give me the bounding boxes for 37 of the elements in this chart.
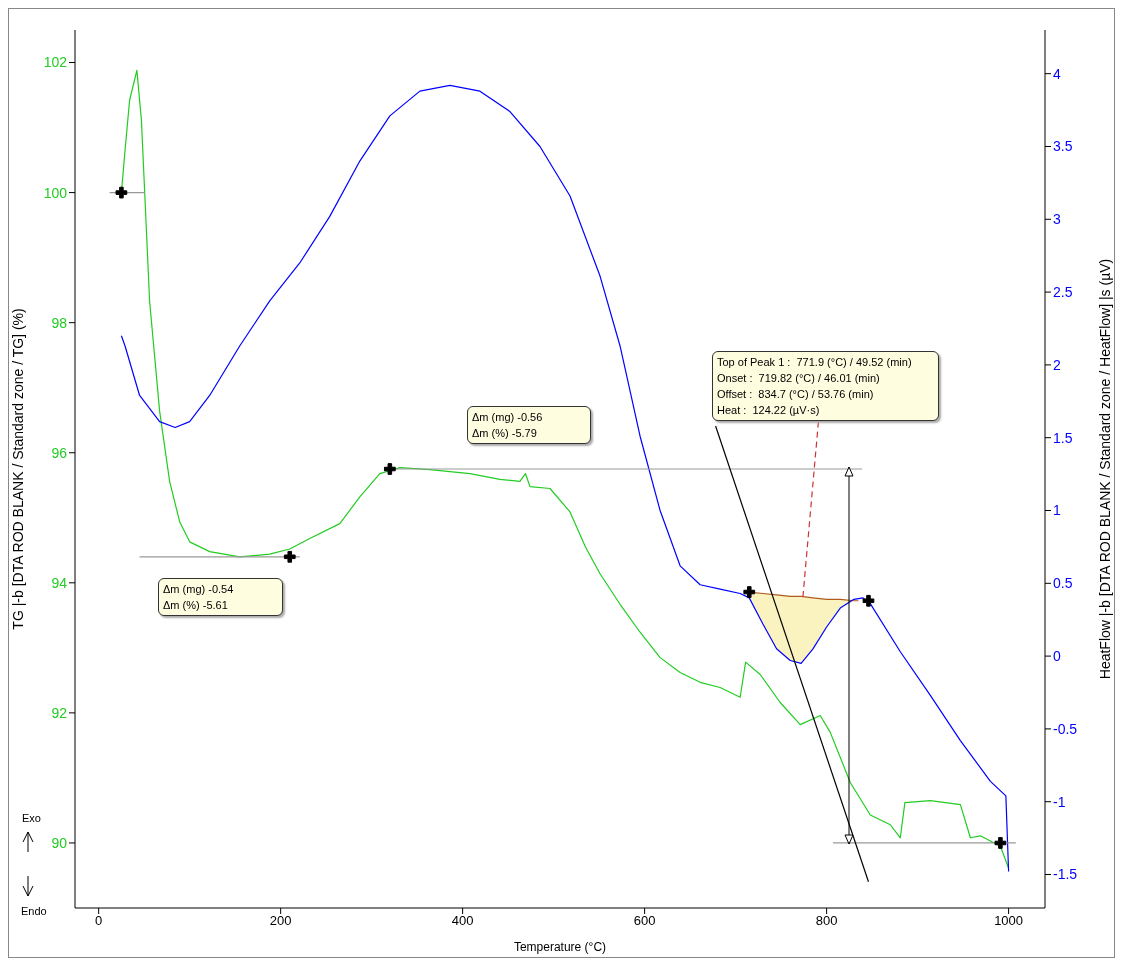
text: Exo	[22, 812, 41, 824]
y-tick-label: 92	[51, 704, 68, 721]
y-tick-label: 90	[51, 834, 68, 851]
note-box: Top of Peak 1 : 771.9 (°C) / 49.52 (min) Onset : 719.82 (°C) / 46.01 (min) Offset : 834.7 (°C) / 53.76 (min) Heat : 124.22 (µV·s)	[712, 351, 939, 421]
x-tick-label: 600	[633, 913, 656, 929]
point	[383, 463, 396, 475]
x-tick-label: 200	[269, 913, 292, 929]
x-axis-title: Temperature (°C)	[513, 940, 607, 954]
y2-tick-label: 0	[1053, 648, 1061, 665]
y2-tick-label: 3.5	[1053, 138, 1073, 155]
y2-tick-label: 1.5	[1053, 429, 1073, 446]
point	[115, 186, 128, 199]
point	[994, 837, 1007, 849]
y2-axis-title: HeatFlow |-b [DTA ROD BLANK / Standard zone / HeatFlow] |s (µV)	[1096, 258, 1113, 680]
y-tick-label: 100	[43, 184, 68, 201]
point	[283, 550, 296, 563]
y2-tick-label: 0.5	[1053, 575, 1073, 592]
y2-tick-label: -1.5	[1053, 866, 1078, 883]
text: Endo	[21, 905, 47, 917]
x-tick-label: 400	[451, 913, 474, 929]
y2-tick-label: -1	[1053, 793, 1066, 810]
y-tick-label: 98	[51, 314, 68, 331]
y2-tick-label: 2.5	[1053, 284, 1073, 301]
y2-tick-label: 2	[1053, 356, 1061, 373]
note-box: Δm (mg) -0.54 Δm (%) -5.61	[158, 578, 283, 616]
x-tick-label: 1000	[994, 913, 1024, 929]
y-tick-label: 94	[51, 574, 68, 591]
x-tick-label: 0	[95, 913, 103, 929]
y-tick-label: 102	[43, 54, 68, 71]
x-tick-label: 800	[815, 913, 838, 929]
y2-tick-label: 4	[1053, 65, 1061, 82]
y-axis-title: TG |-b [DTA ROD BLANK / Standard zone / TG] (%)	[9, 308, 26, 630]
y-tick-label: 96	[51, 444, 68, 461]
y2-tick-label: 3	[1053, 211, 1061, 228]
y2-tick-label: 1	[1053, 502, 1061, 519]
note-box: Δm (mg) -0.56 Δm (%) -5.79	[467, 406, 591, 444]
y2-tick-label: -0.5	[1053, 720, 1078, 737]
